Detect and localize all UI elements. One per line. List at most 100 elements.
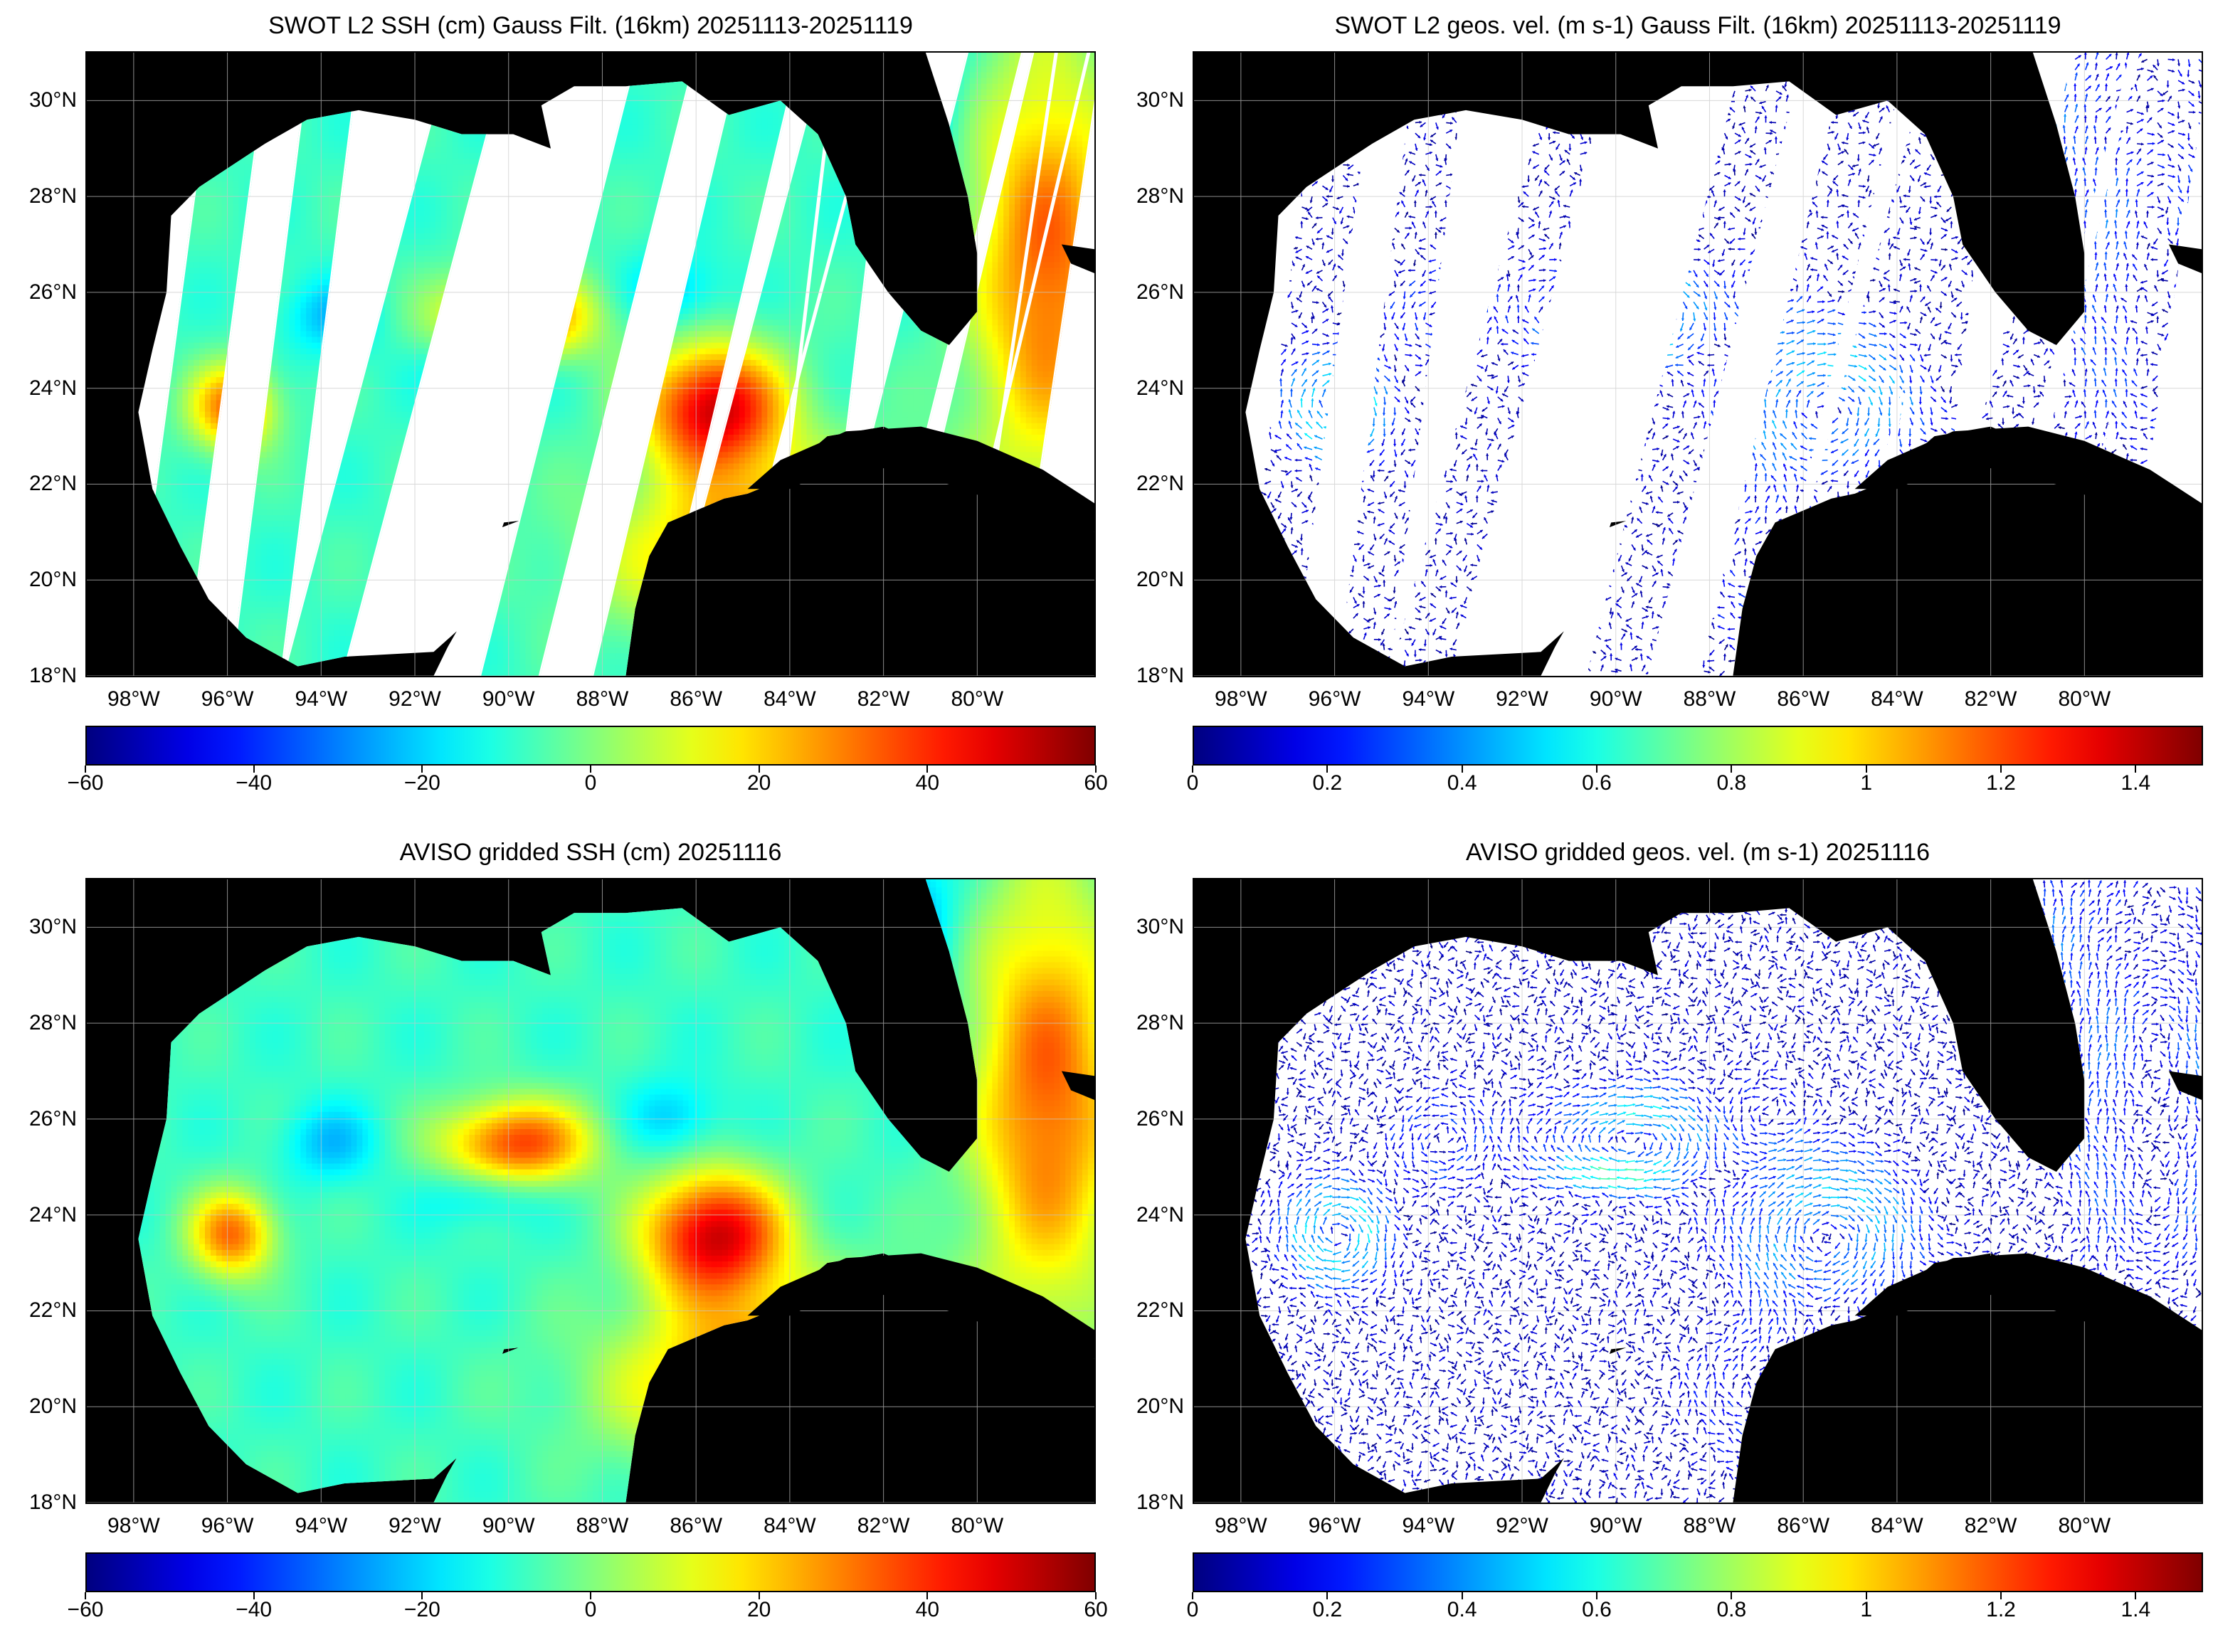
lon-tick-label: 86°W (657, 689, 735, 710)
lon-tick-label: 92°W (1483, 1515, 1561, 1537)
colorbar-tick-label: 0 (548, 1599, 633, 1621)
lon-tick-label: 94°W (282, 689, 360, 710)
lat-tick-label: 30°N (0, 90, 77, 111)
lon-tick-label: 82°W (845, 689, 923, 710)
lon-tick-label: 98°W (95, 1515, 173, 1537)
colorbar-tick-label: 0.2 (1284, 1599, 1370, 1621)
colorbar-tick-label: 0.4 (1420, 1599, 1505, 1621)
colorbar-tick-label: −20 (379, 1599, 465, 1621)
colorbar-tick-label: 0.6 (1554, 1599, 1639, 1621)
lat-tick-label: 24°N (1106, 378, 1184, 399)
map-canvas (87, 53, 1094, 676)
lon-tick-label: 82°W (1952, 689, 2030, 710)
colorbar-tick-label: 0 (1150, 1599, 1235, 1621)
lon-tick-label: 98°W (1202, 689, 1280, 710)
colorbar-tick-label: 1.4 (2093, 1599, 2178, 1621)
lon-tick-label: 86°W (657, 1515, 735, 1537)
colorbar-tick-label: 0.4 (1420, 773, 1505, 794)
lon-tick-label: 96°W (1296, 689, 1374, 710)
map-canvas (87, 879, 1094, 1503)
colorbar-tick-label: 1.2 (1958, 773, 2044, 794)
lon-tick-label: 88°W (563, 1515, 641, 1537)
colorbar-tick-label: 20 (717, 1599, 802, 1621)
lat-tick-label: 20°N (0, 569, 77, 591)
lon-tick-label: 80°W (2045, 1515, 2123, 1537)
colorbar-tick-label: 0.2 (1284, 773, 1370, 794)
colorbar-ssh (85, 1552, 1096, 1592)
lon-tick-label: 88°W (1670, 1515, 1748, 1537)
lat-tick-label: 30°N (1106, 90, 1184, 111)
lon-tick-label: 92°W (376, 1515, 454, 1537)
lon-tick-label: 80°W (2045, 689, 2123, 710)
colorbar-tick-label: 0.6 (1554, 773, 1639, 794)
colorbar-tick-label: 60 (1053, 773, 1139, 794)
lat-tick-label: 22°N (0, 473, 77, 494)
colorbar-tick-label: −40 (211, 773, 297, 794)
panel-title: AVISO gridded SSH (cm) 20251116 (85, 838, 1096, 867)
lon-tick-label: 84°W (751, 689, 829, 710)
lat-tick-label: 24°N (0, 378, 77, 399)
lat-tick-label: 20°N (0, 1396, 77, 1417)
colorbar-tick-label: −60 (43, 773, 128, 794)
colorbar-tick-label: 40 (884, 1599, 970, 1621)
colorbar-tick-label: 40 (884, 773, 970, 794)
lon-tick-label: 90°W (1577, 1515, 1655, 1537)
lon-tick-label: 82°W (845, 1515, 923, 1537)
colorbar-tick-label: 20 (717, 773, 802, 794)
panel-title: SWOT L2 SSH (cm) Gauss Filt. (16km) 2025… (85, 11, 1096, 40)
lat-tick-label: 20°N (1106, 569, 1184, 591)
lon-tick-label: 98°W (95, 689, 173, 710)
map-canvas (1194, 53, 2202, 676)
colorbar-tick-label: 0 (548, 773, 633, 794)
colorbar-tick-label: 1 (1824, 1599, 1909, 1621)
map-canvas (1194, 879, 2202, 1503)
lat-tick-label: 18°N (0, 665, 77, 687)
lat-tick-label: 22°N (1106, 1300, 1184, 1321)
panel-title: AVISO gridded geos. vel. (m s-1) 2025111… (1193, 838, 2203, 867)
lon-tick-label: 94°W (1389, 1515, 1467, 1537)
colorbar-tick-label: 1.2 (1958, 1599, 2044, 1621)
colorbar-vel (1193, 1552, 2203, 1592)
colorbar-tick-label: 1 (1824, 773, 1909, 794)
lat-tick-label: 22°N (0, 1300, 77, 1321)
lat-tick-label: 26°N (0, 1108, 77, 1130)
map-swot-ssh (85, 51, 1096, 677)
lon-tick-label: 96°W (1296, 1515, 1374, 1537)
lat-tick-label: 26°N (0, 282, 77, 303)
lon-tick-label: 92°W (1483, 689, 1561, 710)
colorbar-tick-label: 60 (1053, 1599, 1139, 1621)
lat-tick-label: 28°N (1106, 1012, 1184, 1034)
colorbar-tick-label: 0.8 (1689, 1599, 1774, 1621)
colorbar-tick-label: −20 (379, 773, 465, 794)
lat-tick-label: 28°N (1106, 186, 1184, 207)
lon-tick-label: 90°W (1577, 689, 1655, 710)
map-swot-vel (1193, 51, 2203, 677)
lon-tick-label: 80°W (938, 1515, 1016, 1537)
lon-tick-label: 90°W (470, 1515, 548, 1537)
lon-tick-label: 86°W (1764, 689, 1842, 710)
colorbar-tick-label: 0 (1150, 773, 1235, 794)
lat-tick-label: 22°N (1106, 473, 1184, 494)
lon-tick-label: 94°W (282, 1515, 360, 1537)
lat-tick-label: 20°N (1106, 1396, 1184, 1417)
lon-tick-label: 86°W (1764, 1515, 1842, 1537)
lat-tick-label: 24°N (0, 1204, 77, 1226)
map-aviso-vel (1193, 878, 2203, 1504)
colorbar-tick-label: 0.8 (1689, 773, 1774, 794)
lat-tick-label: 18°N (0, 1492, 77, 1513)
colorbar-ssh (85, 726, 1096, 766)
lon-tick-label: 96°W (189, 689, 267, 710)
lat-tick-label: 28°N (0, 186, 77, 207)
lat-tick-label: 26°N (1106, 1108, 1184, 1130)
colorbar-tick-label: 1.4 (2093, 773, 2178, 794)
lat-tick-label: 26°N (1106, 282, 1184, 303)
lat-tick-label: 18°N (1106, 1492, 1184, 1513)
lat-tick-label: 30°N (1106, 916, 1184, 938)
lon-tick-label: 88°W (1670, 689, 1748, 710)
lon-tick-label: 84°W (751, 1515, 829, 1537)
lon-tick-label: 80°W (938, 689, 1016, 710)
lon-tick-label: 82°W (1952, 1515, 2030, 1537)
colorbar-tick-label: −60 (43, 1599, 128, 1621)
lon-tick-label: 98°W (1202, 1515, 1280, 1537)
colorbar-tick-label: −40 (211, 1599, 297, 1621)
